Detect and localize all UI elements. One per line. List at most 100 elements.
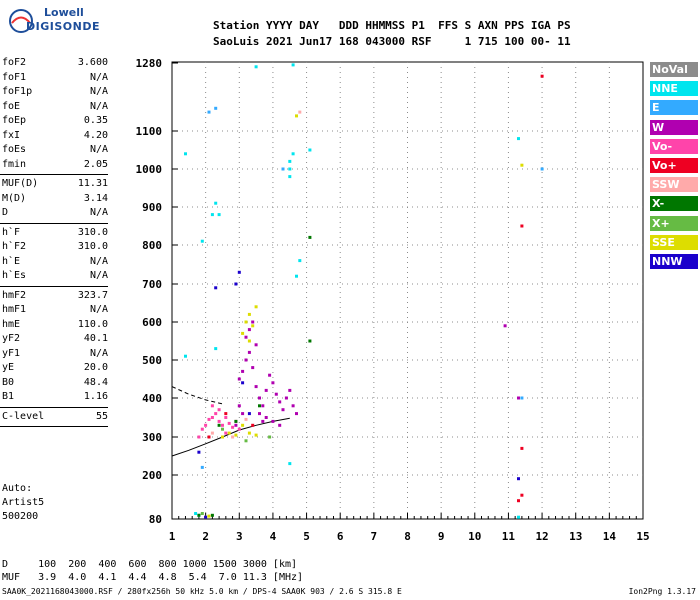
y-tick-label: 300 xyxy=(142,431,162,444)
param-value: N/A xyxy=(89,144,108,155)
echo-point-nne xyxy=(298,259,302,263)
auto-code: 500200 xyxy=(2,511,39,522)
echo-point-vo- xyxy=(197,435,201,439)
param-name: foEp xyxy=(2,115,27,126)
x-tick-label: 7 xyxy=(371,530,378,543)
echo-point-e xyxy=(520,396,524,400)
echo-point-sse xyxy=(254,305,258,309)
echo-point-sse xyxy=(221,435,224,439)
file-info-footer: SAA0K_2021168043000.RSF / 280fx256h 50 k… xyxy=(2,587,402,596)
echo-point-nnw xyxy=(241,381,245,385)
echo-point-vo- xyxy=(231,425,235,429)
x-tick-label: 2 xyxy=(202,530,209,543)
echo-point-nne xyxy=(210,213,214,217)
param-value: 323.7 xyxy=(77,289,108,301)
ionogram-plot: 1 2 3 4 5 6 7 8 9 10 11 12 13 14 158020030040050060070… xyxy=(136,57,650,543)
echo-point-sse xyxy=(244,320,248,324)
echo-point-vo- xyxy=(204,423,208,427)
echo-point-nne xyxy=(288,159,292,163)
x-tick-label: 8 xyxy=(404,530,411,543)
echo-point-vo- xyxy=(520,493,524,497)
echo-point-sse xyxy=(247,431,251,435)
x-tick-label: 15 xyxy=(636,530,649,543)
echo-point-vo- xyxy=(540,74,544,78)
y-tick-label: 500 xyxy=(142,354,162,367)
echo-point-nne xyxy=(184,152,187,156)
echo-point-w xyxy=(278,400,282,404)
param-separator xyxy=(0,285,108,287)
param-row: B0 48.4 xyxy=(0,376,108,391)
echo-point-vo- xyxy=(224,431,228,435)
param-name: foEs xyxy=(2,144,27,155)
echo-point-w xyxy=(241,412,245,416)
echo-point-w xyxy=(291,404,295,408)
echo-point-sse xyxy=(295,114,298,118)
echo-point-x- xyxy=(268,435,272,439)
legend-item-x-: X+ xyxy=(650,215,698,231)
echo-point-vo- xyxy=(237,427,241,431)
echo-point-nne xyxy=(517,515,520,519)
param-value: N/A xyxy=(89,255,108,267)
param-value: 11.31 xyxy=(77,178,108,189)
curve-extrapolated xyxy=(171,386,223,405)
echo-point-w xyxy=(258,396,261,400)
echo-point-nne xyxy=(254,65,258,69)
echo-point-sse xyxy=(247,339,251,343)
echo-point-vo- xyxy=(227,421,231,425)
echo-point-nne xyxy=(288,175,292,179)
legend-item-ssw: SSW xyxy=(650,177,698,193)
echo-point-w xyxy=(254,343,258,347)
echo-point-w xyxy=(247,350,251,354)
param-value: 3.600 xyxy=(77,57,108,68)
echo-point-x- xyxy=(258,404,261,408)
param-value: 20.0 xyxy=(83,362,108,373)
param-name: hmE xyxy=(2,318,21,330)
param-row: M(D) 3.14 xyxy=(0,192,108,207)
header-labels: Station YYYY DAY DDD HHMMSS P1 FFS S AXN… xyxy=(213,19,571,32)
header-values: SaoLuis 2021 Jun17 168 043000 RSF 1 715 … xyxy=(213,35,571,48)
param-name: foE xyxy=(2,100,21,112)
echo-point-w xyxy=(268,373,272,377)
echo-point-sse xyxy=(254,433,258,437)
param-value: N/A xyxy=(89,347,108,359)
echo-point-vo- xyxy=(520,446,524,450)
echo-point-w xyxy=(254,385,258,389)
echo-point-x- xyxy=(200,512,204,515)
echo-point-nnw xyxy=(234,282,238,286)
echo-point-e xyxy=(200,465,204,469)
echo-point-x- xyxy=(221,427,224,431)
x-tick-label: 11 xyxy=(502,530,516,543)
param-separator xyxy=(0,406,108,408)
param-row: MUF(D) 11.31 xyxy=(0,177,108,192)
echo-point-nnw xyxy=(247,412,251,416)
parameter-panel: foF2 3.600 foF1 N/A foF1p N/A foE N/A foEp 0.35 fx… xyxy=(0,56,108,429)
echo-point-e xyxy=(281,167,285,171)
param-row: h`Es N/A xyxy=(0,269,108,284)
echo-point-vo- xyxy=(207,435,211,439)
param-separator xyxy=(0,222,108,224)
echo-point-vo- xyxy=(221,423,224,427)
echo-point-vo- xyxy=(217,419,221,423)
auto-program: Artist5 xyxy=(2,497,45,508)
param-name: yE xyxy=(2,362,15,373)
echo-point-x- xyxy=(197,513,201,517)
curve-profile xyxy=(171,417,290,457)
param-row: hmF2 323.7 xyxy=(0,289,108,304)
param-name: yF2 xyxy=(2,333,21,344)
legend-item-nne: NNE xyxy=(650,81,698,97)
param-value: N/A xyxy=(89,100,108,112)
y-tick-label: 700 xyxy=(142,278,162,291)
param-row: foF1p N/A xyxy=(0,85,108,100)
param-name: h`F xyxy=(2,226,21,238)
echo-point-ssw xyxy=(298,110,302,114)
echo-point-e xyxy=(540,167,544,171)
echo-point-ssw xyxy=(244,417,248,421)
param-name: h`E xyxy=(2,255,21,267)
y-tick-label: 1000 xyxy=(136,163,163,176)
legend-item-noval: NoVal xyxy=(650,62,698,77)
param-row: foF1 N/A xyxy=(0,71,108,86)
echo-point-w xyxy=(271,381,275,385)
param-row: foF2 3.600 xyxy=(0,56,108,71)
echo-point-sse xyxy=(227,431,231,435)
echo-point-w xyxy=(503,324,507,328)
